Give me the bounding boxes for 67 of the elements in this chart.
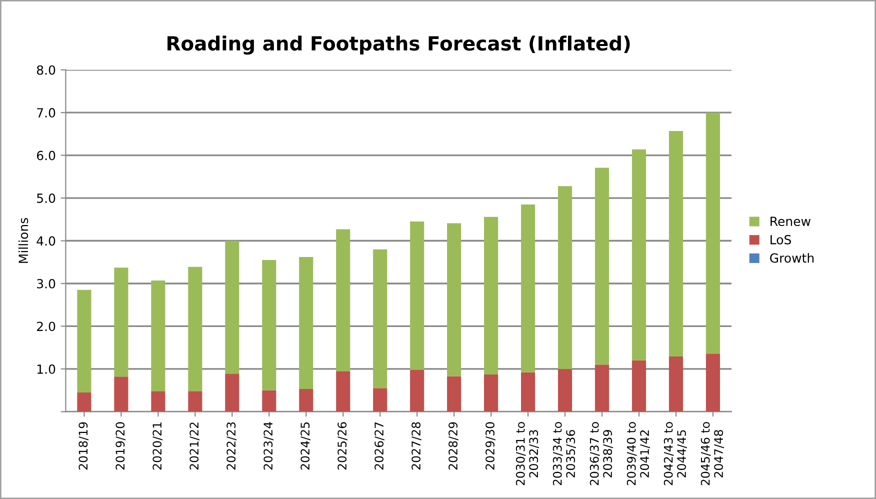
- y-tick-label: 1.0: [37, 364, 56, 374]
- x-tick-label: 2022/23: [226, 422, 236, 470]
- bar: [410, 222, 424, 370]
- bar: [410, 370, 424, 412]
- x-tick-label: 2042/43 to 2044/45: [664, 422, 687, 486]
- bar: [521, 204, 536, 372]
- y-tick-label: 8.0: [36, 65, 56, 75]
- y-tick-label: 7.0: [37, 108, 56, 118]
- bar: [594, 168, 610, 365]
- chart-title: Roading and Footpaths Forecast (Inflated): [168, 36, 630, 55]
- x-tick-label: 2036/37 to 2038/39: [590, 422, 613, 486]
- bar: [447, 223, 462, 376]
- x-tick-label: 2018/19: [78, 422, 89, 470]
- y-tick-label: 4.0: [36, 236, 56, 246]
- x-tick-label: 2024/25: [300, 422, 310, 470]
- bar: [521, 372, 536, 412]
- legend-label: LoS: [770, 234, 791, 244]
- bar: [188, 391, 202, 412]
- x-tick-label: 2039/40 to 2041/42: [626, 422, 650, 486]
- bar: [225, 240, 240, 374]
- y-tick-label: 6.0: [36, 150, 56, 160]
- bar: [484, 374, 498, 412]
- bar: [151, 391, 166, 412]
- bar: [632, 149, 646, 360]
- bar: [484, 216, 498, 375]
- bar: [225, 374, 240, 412]
- bar: [706, 354, 720, 412]
- bar: [77, 290, 92, 392]
- bar: [336, 229, 350, 372]
- bar: [336, 371, 350, 412]
- x-tick-label: 2033/34 to 2035/36: [552, 422, 576, 486]
- bar: [373, 388, 388, 412]
- bar: [632, 360, 646, 412]
- y-axis-title: Millions: [18, 218, 28, 263]
- x-tick-label: 2029/30: [486, 422, 496, 470]
- legend-label: Growth: [770, 253, 814, 263]
- bar: [114, 268, 128, 377]
- x-tick-label: 2028/29: [448, 422, 458, 470]
- x-tick-label: 2019/20: [116, 422, 126, 470]
- y-tick-label: 5.0: [37, 194, 56, 203]
- bar: [594, 364, 610, 412]
- legend-label: Renew: [770, 216, 810, 226]
- bar: [558, 186, 572, 369]
- bar: [262, 390, 276, 412]
- x-tick-label: 2030/31 to 2032/33: [516, 422, 539, 486]
- x-tick-label: 2021/22: [190, 422, 200, 470]
- bar: [706, 112, 720, 354]
- x-tick-label: 2026/27: [374, 422, 384, 470]
- bar: [299, 389, 314, 412]
- bar: [558, 368, 572, 412]
- bar: [188, 266, 202, 392]
- x-tick-label: 2020/21: [152, 422, 163, 470]
- x-tick-label: 2027/28: [412, 422, 422, 470]
- bar: [151, 280, 166, 392]
- bar: [668, 130, 684, 357]
- y-tick-label: 3.0: [37, 278, 56, 288]
- bar: [262, 260, 276, 390]
- bar: [114, 376, 128, 412]
- x-tick-label: 2023/24: [264, 422, 274, 470]
- y-tick-label: 2.0: [37, 322, 56, 332]
- x-tick-label: 2025/26: [338, 422, 348, 470]
- bar: [668, 356, 684, 412]
- bar: [447, 376, 462, 412]
- bar: [373, 249, 388, 388]
- bar: [299, 257, 314, 390]
- x-tick-label: 2045/46 to 2047/48: [700, 422, 724, 486]
- bar: [77, 392, 92, 412]
